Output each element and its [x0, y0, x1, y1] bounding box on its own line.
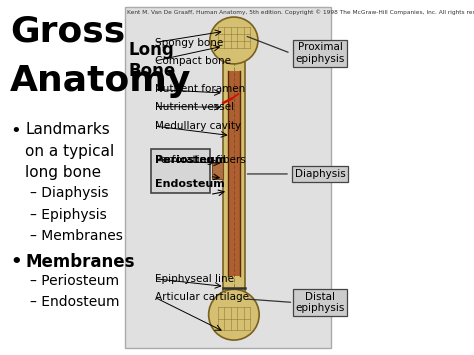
Bar [228, 71, 240, 276]
Text: long bone: long bone [25, 165, 101, 180]
Text: Spongy bone: Spongy bone [155, 38, 224, 48]
Text: Nutrient vessel: Nutrient vessel [155, 102, 235, 111]
Text: •: • [10, 122, 21, 141]
Text: Compact bone: Compact bone [155, 56, 231, 66]
Bar [223, 53, 245, 301]
Text: Perforating fibers: Perforating fibers [155, 155, 246, 165]
Ellipse shape [209, 289, 259, 340]
Text: Distal
epiphysis: Distal epiphysis [295, 292, 345, 313]
Text: •: • [10, 253, 22, 271]
Text: Diaphysis: Diaphysis [295, 169, 346, 179]
Text: – Diaphysis: – Diaphysis [30, 186, 109, 200]
Bar [212, 162, 223, 179]
Text: Gross: Gross [10, 14, 125, 48]
Text: – Periosteum: – Periosteum [30, 274, 119, 288]
Text: Epiphyseal line: Epiphyseal line [155, 274, 234, 284]
Ellipse shape [210, 17, 258, 64]
Text: – Membranes: – Membranes [30, 229, 123, 243]
Text: Membranes: Membranes [25, 253, 135, 271]
Bar [125, 7, 331, 348]
Text: Nutrient foramen: Nutrient foramen [155, 84, 246, 94]
Text: Landmarks: Landmarks [25, 122, 110, 137]
Text: on a typical: on a typical [25, 144, 114, 159]
Text: Proximal
epiphysis: Proximal epiphysis [295, 43, 345, 64]
Text: Periosteum: Periosteum [155, 155, 226, 165]
Text: Anatomy: Anatomy [10, 64, 191, 98]
Text: – Epiphysis: – Epiphysis [30, 208, 107, 222]
Text: Kent M. Van De Graaff, Human Anatomy, 5th edition. Copyright © 1998 The McGraw-H: Kent M. Van De Graaff, Human Anatomy, 5t… [127, 9, 474, 15]
Bar [151, 149, 210, 193]
Text: – Endosteum: – Endosteum [30, 295, 119, 309]
Text: Endosteum: Endosteum [155, 179, 225, 189]
Text: Medullary cavity: Medullary cavity [155, 121, 241, 131]
Text: Long
Bone: Long Bone [128, 41, 176, 80]
Text: Articular cartilage: Articular cartilage [155, 292, 249, 302]
